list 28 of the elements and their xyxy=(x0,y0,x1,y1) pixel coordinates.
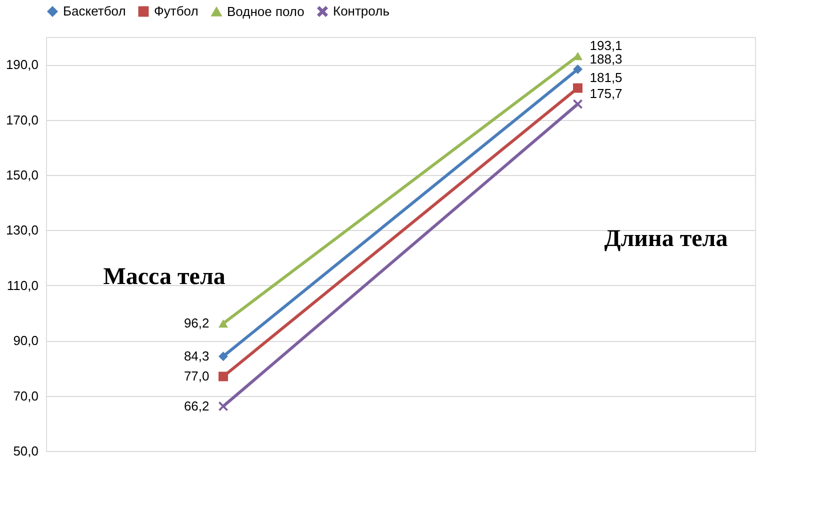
point xyxy=(218,402,228,412)
point xyxy=(218,352,228,362)
data-label: 181,5 xyxy=(590,70,622,86)
annotation: Длина тела xyxy=(604,226,728,252)
legend-label: Баскетбол xyxy=(63,4,126,19)
data-label: 175,7 xyxy=(590,86,622,102)
y-tick-label: 190,0 xyxy=(6,57,38,72)
point xyxy=(573,83,582,93)
point xyxy=(218,372,228,382)
y-tick-label: 150,0 xyxy=(6,168,38,182)
legend-label: Контроль xyxy=(333,4,390,19)
point xyxy=(573,64,582,74)
y-tick-label: 50,0 xyxy=(13,444,38,458)
legend-label: Водное поло xyxy=(227,4,304,19)
data-label: 77,0 xyxy=(184,368,210,384)
data-label: 96,2 xyxy=(184,315,210,330)
legend-label: Футбол xyxy=(154,4,198,19)
y-tick-label: 170,0 xyxy=(6,112,38,128)
y-tick-label: 90,0 xyxy=(13,333,38,348)
data-label: 66,2 xyxy=(184,398,210,414)
y-tick-label: 70,0 xyxy=(13,388,38,404)
data-label: 188,3 xyxy=(590,51,622,66)
annotation: Масса тела xyxy=(103,264,226,290)
point xyxy=(573,99,582,109)
y-tick-label: 130,0 xyxy=(6,222,38,238)
data-label: 84,3 xyxy=(184,348,210,364)
data-label: 193,1 xyxy=(590,38,622,54)
y-tick-label: 110,0 xyxy=(6,278,38,293)
